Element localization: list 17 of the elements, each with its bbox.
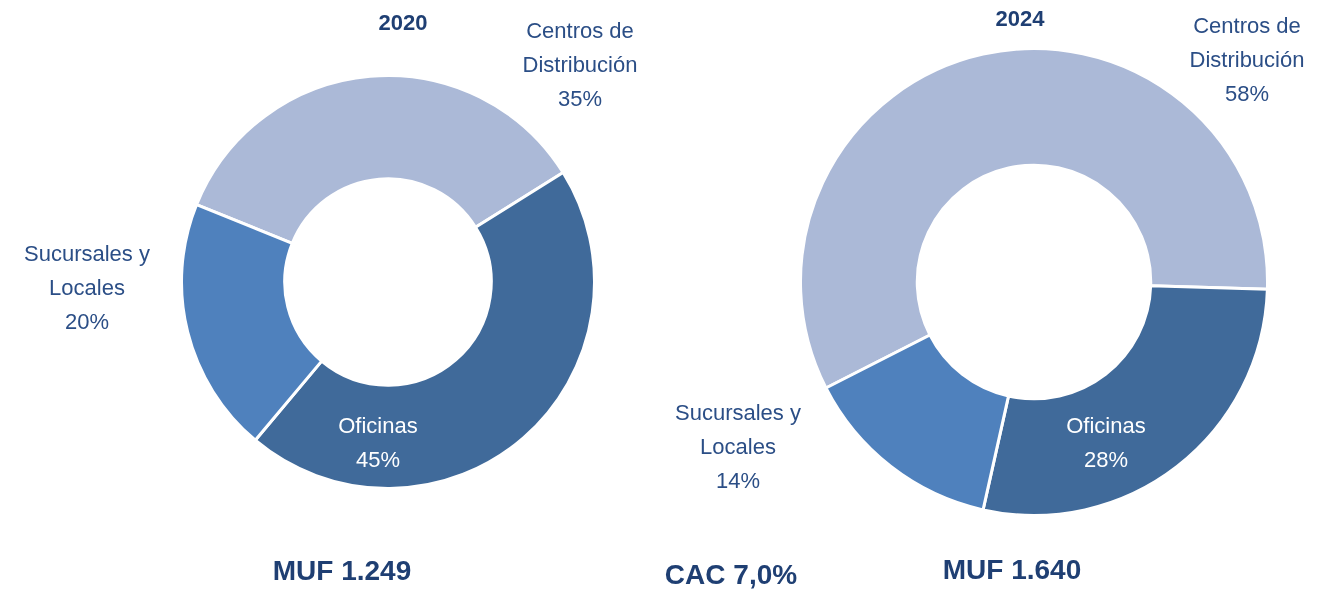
slice-label: Centros de Distribución (1188, 12, 1306, 74)
chart-title: 2024 (995, 6, 1045, 32)
data-label: 28% (1082, 446, 1129, 474)
text: MUF 1.249 (272, 555, 412, 587)
slice-label: Centros de Distribución (521, 17, 639, 79)
data-label: 45% (354, 446, 401, 474)
data-label: 20% (63, 308, 110, 336)
chart-title: 2020 (378, 10, 428, 36)
slice-label: Sucursales y Locales (674, 399, 802, 461)
data-label: 58% (1223, 80, 1270, 108)
data-label: 35% (556, 85, 603, 113)
text: CAC 7,0% (664, 559, 798, 590)
data-label: 14% (714, 467, 761, 495)
text: MUF 1.640 (942, 554, 1082, 586)
slice-label: Sucursales y Locales (23, 240, 151, 302)
slice-label: Oficinas (337, 412, 419, 440)
slice-label: Oficinas (1065, 412, 1147, 440)
